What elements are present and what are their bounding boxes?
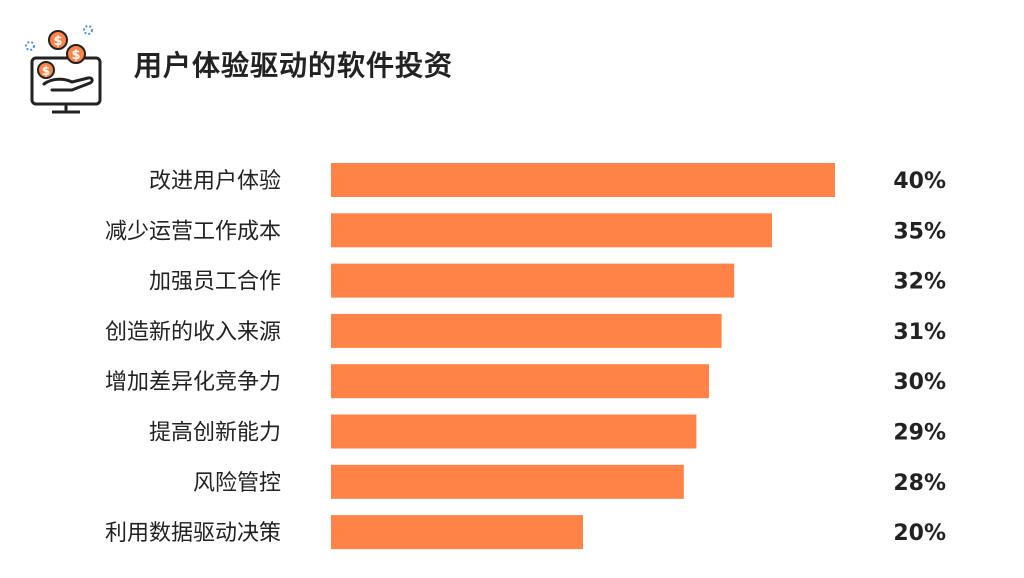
category-label: 加强员工合作 — [149, 270, 281, 295]
value-label: 28% — [893, 471, 946, 496]
svg-text:$: $ — [71, 48, 80, 63]
value-label: 20% — [893, 521, 946, 546]
svg-text:$: $ — [53, 34, 62, 49]
bar — [331, 464, 684, 499]
category-label: 利用数据驱动决策 — [105, 521, 281, 546]
svg-text:$: $ — [42, 64, 50, 78]
bar — [331, 313, 722, 348]
category-label: 提高创新能力 — [149, 421, 281, 446]
monitor-hand-coins-icon: $ $ $ — [25, 25, 102, 114]
category-label: 创造新的收入来源 — [105, 320, 281, 345]
value-label: 29% — [893, 421, 946, 446]
bar — [331, 213, 772, 248]
value-label: 40% — [893, 169, 946, 194]
bar — [331, 515, 583, 550]
category-label: 减少运营工作成本 — [105, 219, 281, 244]
bar — [331, 263, 735, 298]
bar — [331, 414, 697, 449]
page-title: 用户体验驱动的软件投资 — [134, 49, 454, 82]
category-label: 改进用户体验 — [149, 169, 281, 194]
value-label: 31% — [893, 320, 946, 345]
category-label: 增加差异化竞争力 — [105, 370, 281, 395]
category-label: 风险管控 — [193, 471, 281, 496]
value-label: 32% — [893, 270, 946, 295]
bar — [331, 163, 835, 197]
value-label: 30% — [893, 370, 946, 395]
value-label: 35% — [893, 219, 946, 244]
bar — [331, 364, 709, 399]
